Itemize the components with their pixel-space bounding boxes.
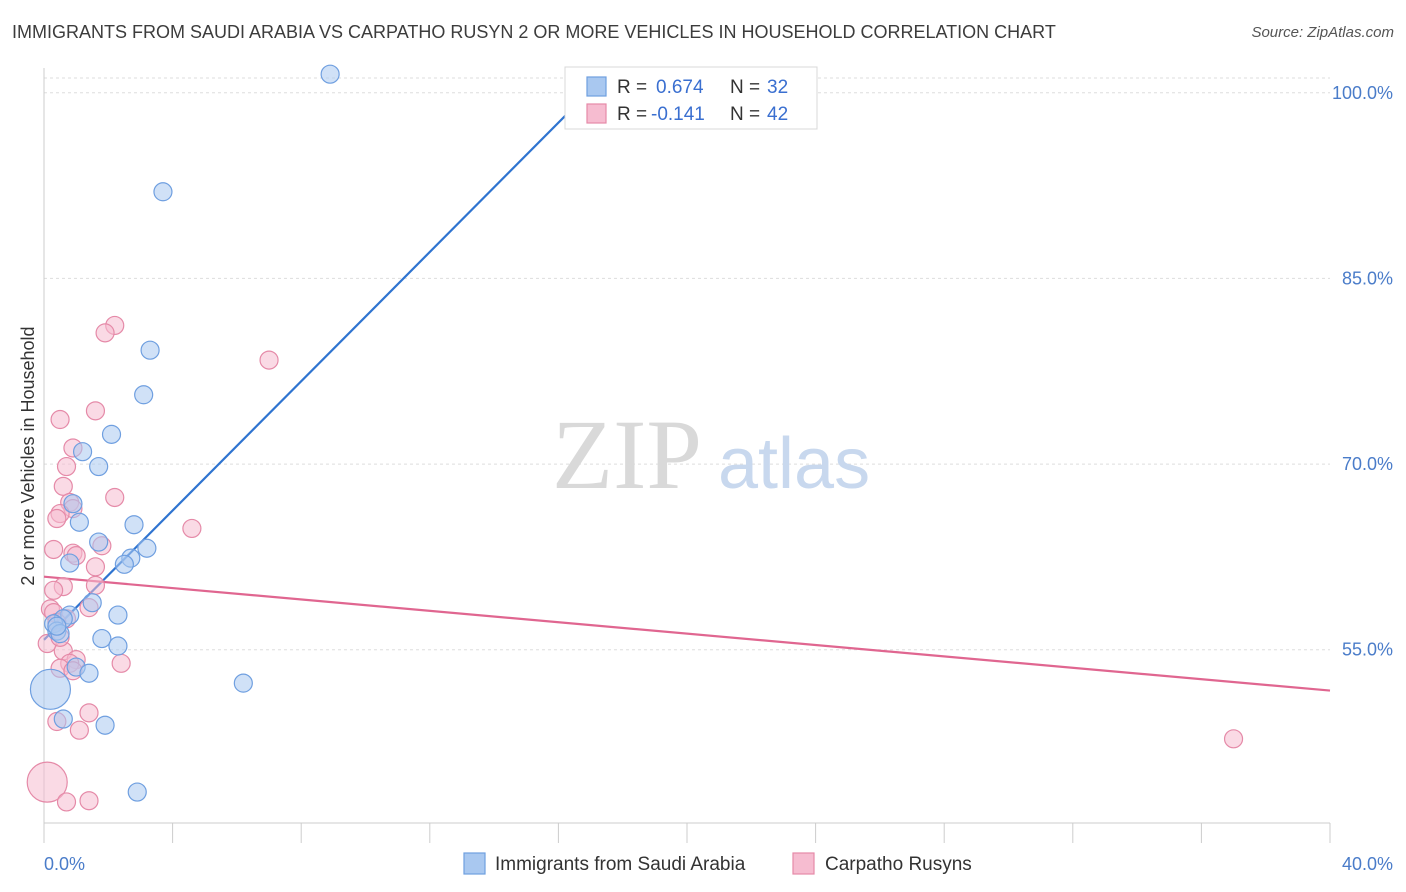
legend-swatch-blue xyxy=(586,76,607,97)
point-carpatho-rusyn xyxy=(53,476,73,496)
point-saudi-arabia xyxy=(63,494,83,514)
point-saudi-arabia xyxy=(92,628,112,649)
point-carpatho-rusyn xyxy=(69,720,89,740)
chart-source: Source: ZipAtlas.com xyxy=(1251,24,1394,41)
chart-title: IMMIGRANTS FROM SAUDI ARABIA VS CARPATHO… xyxy=(12,22,1056,42)
grid-layer xyxy=(44,77,1330,651)
y-tick-label: 55.0% xyxy=(1342,640,1393,660)
point-carpatho-rusyn xyxy=(26,761,68,803)
bottom-legend-swatch-pink xyxy=(792,852,815,875)
point-saudi-arabia xyxy=(47,616,67,636)
x-tick-label-min: 0.0% xyxy=(44,854,85,874)
point-saudi-arabia xyxy=(89,456,109,477)
point-saudi-arabia xyxy=(124,515,144,535)
legend-swatch-pink xyxy=(586,103,607,124)
points-layer xyxy=(26,64,1244,812)
legend-r-label-1: R = xyxy=(617,77,647,98)
point-saudi-arabia xyxy=(108,636,128,656)
point-saudi-arabia xyxy=(95,715,115,735)
point-carpatho-rusyn xyxy=(79,791,99,811)
point-carpatho-rusyn xyxy=(44,539,64,560)
legend-n-value-2: 42 xyxy=(767,104,788,125)
x-tick-label-max: 40.0% xyxy=(1342,854,1393,874)
bottom-legend-label-blue: Immigrants from Saudi Arabia xyxy=(495,854,746,875)
point-carpatho-rusyn xyxy=(44,580,64,600)
legend-r-value-1: 0.674 xyxy=(656,77,704,98)
point-carpatho-rusyn xyxy=(79,703,99,723)
point-saudi-arabia xyxy=(233,673,253,693)
point-carpatho-rusyn xyxy=(56,792,77,812)
bottom-legend-swatch-blue xyxy=(463,852,486,875)
point-saudi-arabia xyxy=(101,424,122,444)
y-axis-label: 2 or more Vehicles in Household xyxy=(18,326,38,585)
watermark-zip: ZIP xyxy=(552,399,702,510)
point-carpatho-rusyn xyxy=(85,401,106,421)
point-saudi-arabia xyxy=(134,385,154,405)
point-carpatho-rusyn xyxy=(50,409,70,430)
y-tick-label: 85.0% xyxy=(1342,268,1393,288)
point-saudi-arabia xyxy=(137,538,157,558)
point-carpatho-rusyn xyxy=(111,653,131,673)
trend-layer xyxy=(43,73,1331,692)
point-saudi-arabia xyxy=(153,182,173,202)
trend-line-carpatho-rusyn xyxy=(43,575,1331,692)
point-carpatho-rusyn xyxy=(85,557,106,577)
point-saudi-arabia xyxy=(114,554,134,574)
point-saudi-arabia xyxy=(82,593,102,613)
legend-r-value-2: -0.141 xyxy=(651,104,705,125)
point-saudi-arabia xyxy=(69,512,89,532)
y-tick-label: 100.0% xyxy=(1332,83,1393,103)
legend-n-label-2: N = xyxy=(730,104,760,125)
point-carpatho-rusyn xyxy=(95,323,115,343)
point-carpatho-rusyn xyxy=(259,350,279,370)
y-tick-label: 70.0% xyxy=(1342,454,1393,474)
point-saudi-arabia xyxy=(29,668,72,710)
point-carpatho-rusyn xyxy=(105,487,125,508)
label-layer: 55.0% 70.0% 85.0% 100.0% 0.0% 40.0% xyxy=(44,83,1393,874)
point-saudi-arabia xyxy=(89,532,109,552)
point-saudi-arabia xyxy=(127,782,147,802)
point-saudi-arabia xyxy=(72,442,93,462)
point-saudi-arabia xyxy=(60,553,80,573)
point-carpatho-rusyn xyxy=(182,518,202,539)
legend-n-value-1: 32 xyxy=(767,77,788,98)
point-carpatho-rusyn xyxy=(47,508,67,529)
point-saudi-arabia xyxy=(140,340,160,360)
watermark: ZIP atlas xyxy=(552,399,870,510)
legend-r-label-2: R = xyxy=(617,104,647,125)
point-carpatho-rusyn xyxy=(85,575,106,595)
bottom-legend: Immigrants from Saudi Arabia Carpatho Ru… xyxy=(463,852,972,875)
point-saudi-arabia xyxy=(108,605,128,625)
bottom-legend-label-pink: Carpatho Rusyns xyxy=(825,854,972,875)
watermark-atlas: atlas xyxy=(718,424,870,504)
point-saudi-arabia xyxy=(320,64,340,84)
stats-legend: R = 0.674 N = 32 R = -0.141 N = 42 xyxy=(564,66,818,130)
point-carpatho-rusyn xyxy=(1223,729,1244,749)
legend-n-label-1: N = xyxy=(730,77,760,98)
point-carpatho-rusyn xyxy=(56,456,77,477)
point-saudi-arabia xyxy=(53,709,73,729)
point-saudi-arabia xyxy=(79,663,99,683)
